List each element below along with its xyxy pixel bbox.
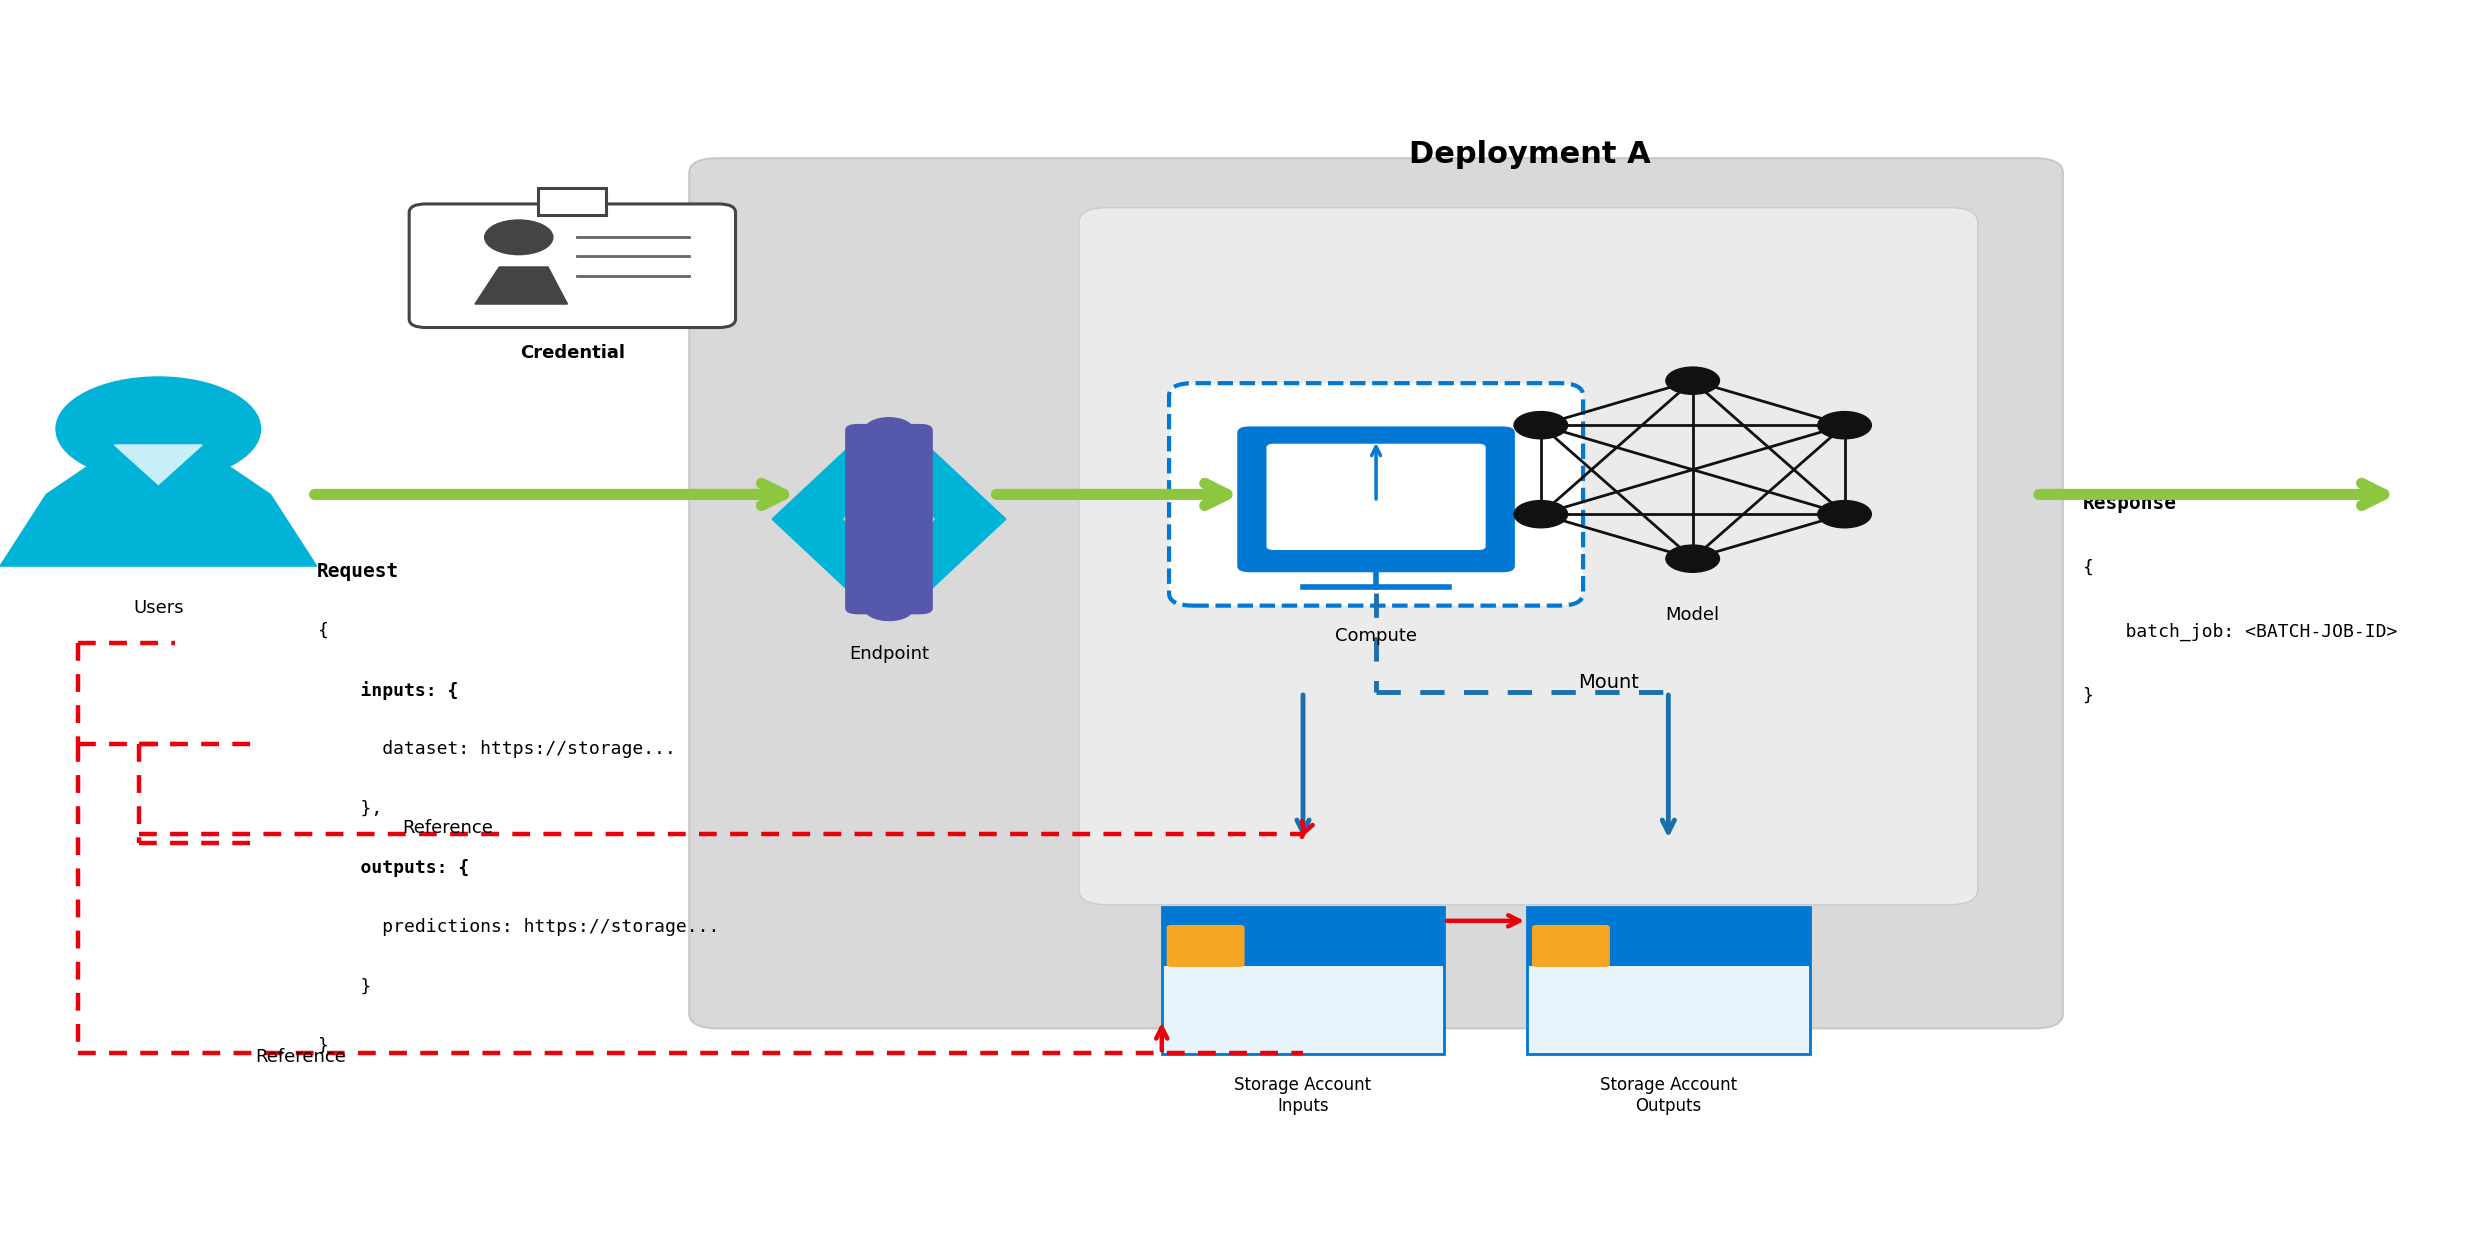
Circle shape	[1667, 545, 1719, 572]
FancyBboxPatch shape	[1236, 426, 1516, 572]
Circle shape	[1818, 501, 1872, 528]
FancyBboxPatch shape	[1526, 965, 1810, 1053]
Text: Reference: Reference	[401, 819, 492, 837]
Polygon shape	[114, 445, 203, 485]
FancyBboxPatch shape	[690, 158, 2062, 1028]
Circle shape	[866, 596, 913, 620]
FancyBboxPatch shape	[408, 204, 734, 328]
Polygon shape	[772, 442, 908, 596]
Circle shape	[57, 377, 260, 481]
Circle shape	[1818, 412, 1872, 439]
Text: },: },	[317, 800, 381, 818]
FancyBboxPatch shape	[1526, 907, 1810, 971]
Text: predictions: https://storage...: predictions: https://storage...	[317, 918, 720, 937]
FancyBboxPatch shape	[1531, 925, 1610, 967]
FancyBboxPatch shape	[1167, 925, 1244, 967]
FancyBboxPatch shape	[1170, 383, 1583, 606]
Circle shape	[1513, 501, 1568, 528]
Text: dataset: https://storage...: dataset: https://storage...	[317, 740, 675, 759]
Text: }: }	[2082, 687, 2092, 706]
Text: Mount: Mount	[1578, 674, 1640, 692]
Text: Request: Request	[317, 562, 398, 581]
Text: Model: Model	[1667, 606, 1719, 624]
Text: Credential: Credential	[519, 344, 626, 362]
Text: inputs: {: inputs: {	[317, 681, 458, 700]
FancyBboxPatch shape	[1162, 907, 1444, 971]
Text: Deployment A: Deployment A	[1410, 140, 1649, 169]
Text: Storage Account
Inputs: Storage Account Inputs	[1234, 1075, 1373, 1115]
FancyBboxPatch shape	[846, 424, 932, 614]
Text: Reference: Reference	[255, 1048, 346, 1065]
FancyBboxPatch shape	[1078, 208, 1978, 905]
Text: {: {	[317, 622, 326, 640]
FancyBboxPatch shape	[1266, 444, 1486, 550]
Bar	[539, 188, 606, 215]
Text: Response: Response	[2082, 494, 2176, 513]
Circle shape	[485, 220, 554, 255]
Text: }: }	[317, 978, 371, 996]
Circle shape	[1513, 412, 1568, 439]
Text: Compute: Compute	[1335, 627, 1417, 645]
Polygon shape	[870, 442, 1007, 596]
Text: Storage Account
Outputs: Storage Account Outputs	[1600, 1075, 1736, 1115]
Polygon shape	[475, 267, 566, 304]
FancyBboxPatch shape	[1162, 965, 1444, 1053]
Text: batch_job: <BATCH-JOB-ID>: batch_job: <BATCH-JOB-ID>	[2082, 623, 2399, 641]
Circle shape	[866, 418, 913, 442]
Text: Users: Users	[134, 599, 183, 618]
Circle shape	[1667, 367, 1719, 394]
Text: {: {	[2082, 559, 2092, 577]
Text: }: }	[317, 1037, 326, 1056]
Text: Endpoint: Endpoint	[848, 645, 930, 664]
Text: outputs: {: outputs: {	[317, 859, 470, 878]
Polygon shape	[0, 445, 317, 566]
